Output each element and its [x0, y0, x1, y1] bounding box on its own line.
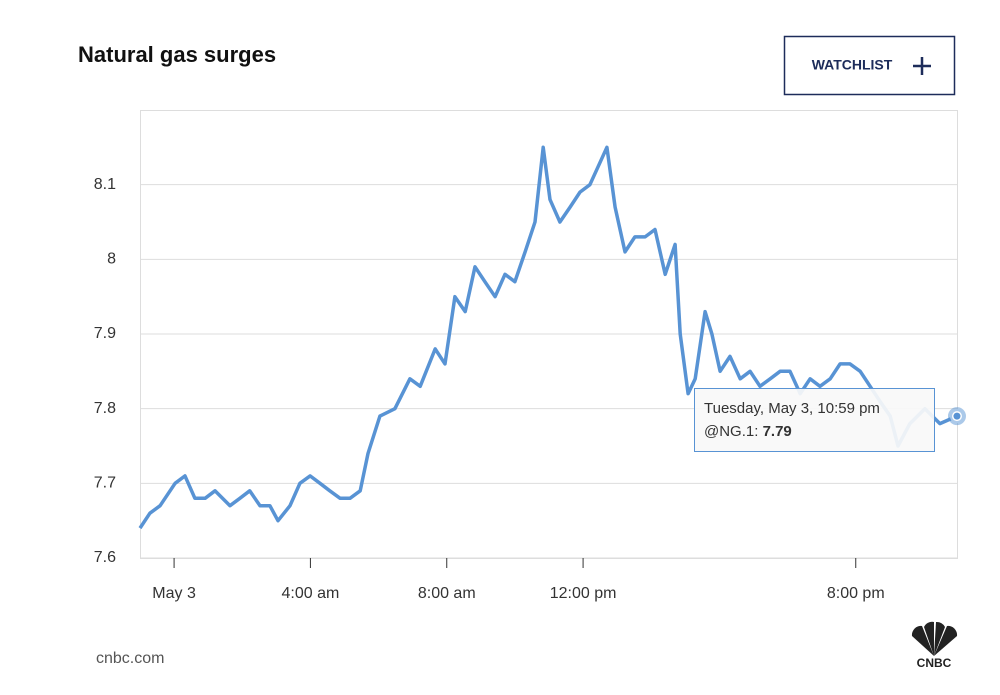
x-tick-label: May 3 [152, 585, 196, 602]
y-tick-label: 8.1 [94, 176, 116, 193]
tooltip-label: @NG.1: [704, 423, 758, 440]
y-tick-label: 8 [107, 251, 116, 268]
cnbc-logo: CNBC [911, 621, 958, 670]
tooltip-value: 7.79 [763, 423, 792, 440]
tooltip-date: Tuesday, May 3, 10:59 pm [704, 400, 880, 417]
x-tick-label: 4:00 am [282, 585, 340, 602]
watchlist-label: WATCHLIST [812, 57, 893, 73]
plot: 7.6 7.7 7.8 7.9 8 8.1 May 3 4:00 am 8:00 am 12:00… [94, 145, 966, 602]
hover-dot [953, 412, 961, 420]
logo-text: CNBC [917, 656, 952, 670]
x-tick-label: 8:00 am [418, 585, 476, 602]
x-tick-label: 12:00 pm [550, 585, 617, 602]
y-tick-label: 7.9 [94, 325, 116, 342]
chart-title: Natural gas surges [78, 42, 276, 67]
x-tick-label: 8:00 pm [827, 585, 885, 602]
tooltip-box [694, 388, 935, 452]
y-tick-label: 7.6 [94, 549, 116, 566]
y-tick-label: 7.8 [94, 400, 116, 417]
tooltip-line: @NG.1: 7.79 [704, 423, 792, 440]
tooltip: Tuesday, May 3, 10:59 pm @NG.1: 7.79 [694, 388, 935, 452]
source: cnbc.com [96, 650, 164, 667]
price-line [138, 145, 958, 530]
y-tick-label: 7.7 [94, 475, 116, 492]
plus-icon [913, 57, 931, 75]
